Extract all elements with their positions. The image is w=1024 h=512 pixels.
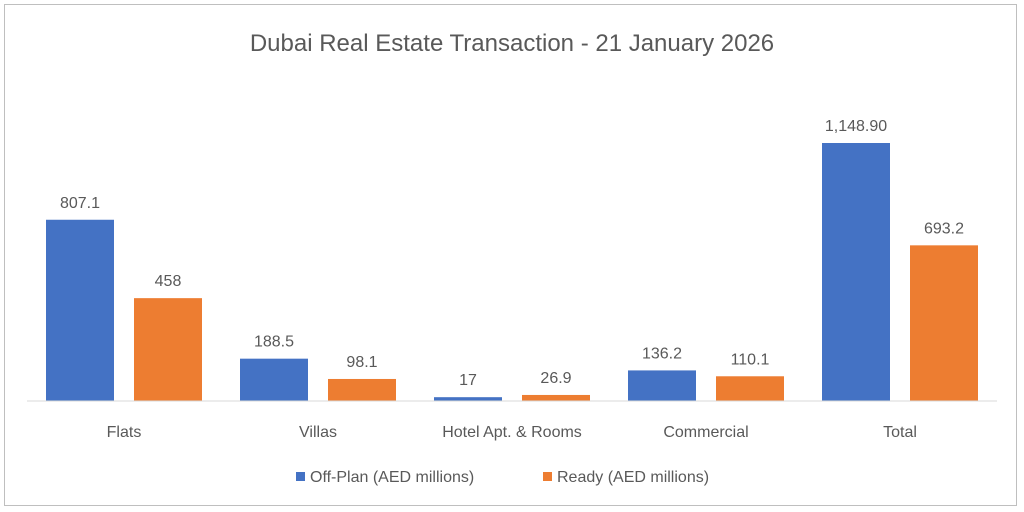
x-tick-label: Flats	[107, 424, 142, 441]
data-label: 1,148.90	[825, 118, 887, 135]
bar-ready	[134, 298, 202, 401]
bar-ready	[328, 378, 396, 401]
data-label: 17	[459, 372, 477, 389]
data-label: 693.2	[924, 220, 964, 237]
bar-ready	[522, 394, 590, 401]
data-label: 188.5	[254, 334, 294, 351]
data-label: 136.2	[642, 345, 682, 362]
data-label: 26.9	[540, 370, 571, 387]
bar-off-plan	[822, 143, 890, 401]
data-label: 458	[155, 273, 182, 290]
legend: Off-Plan (AED millions) Ready (AED milli…	[296, 469, 709, 486]
chart-frame	[4, 4, 1017, 506]
data-label: 110.1	[731, 351, 770, 368]
bar-off-plan	[434, 397, 502, 401]
bar-ready	[910, 245, 978, 401]
data-label: 98.1	[346, 354, 377, 371]
bar-off-plan	[240, 358, 308, 401]
x-tick-label: Total	[883, 424, 917, 441]
legend-swatch-off-plan	[296, 472, 305, 481]
x-tick-label: Hotel Apt. & Rooms	[442, 424, 582, 441]
bar-off-plan	[46, 219, 114, 401]
x-tick-label: Commercial	[663, 424, 748, 441]
legend-label-off-plan: Off-Plan (AED millions)	[310, 469, 474, 486]
bar-off-plan	[628, 370, 696, 401]
chart-title: Dubai Real Estate Transaction - 21 Janua…	[250, 30, 774, 57]
data-label: 807.1	[60, 195, 100, 212]
legend-label-ready: Ready (AED millions)	[557, 469, 709, 486]
legend-swatch-ready	[543, 472, 552, 481]
x-tick-label: Villas	[299, 424, 337, 441]
bar-ready	[716, 376, 784, 401]
